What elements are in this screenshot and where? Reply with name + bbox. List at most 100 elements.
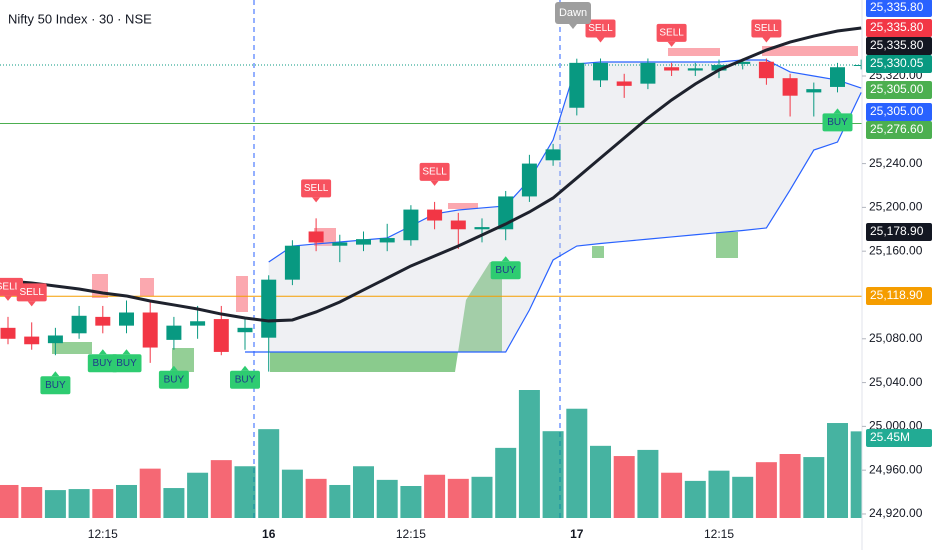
volume-bar — [400, 486, 422, 518]
price-tag-label: 25,118.90 — [870, 288, 923, 302]
candle-body — [356, 239, 371, 245]
candle-body — [142, 312, 158, 348]
sell-signal-pointer — [430, 180, 439, 186]
y-tick-label: 25,040.00 — [869, 375, 923, 389]
zone-fill — [172, 348, 194, 372]
x-tick-label: 12:15 — [396, 527, 426, 541]
candle-body — [284, 245, 300, 280]
buy-signal-pointer — [122, 349, 131, 355]
price-tag — [866, 287, 932, 305]
volume-bar — [684, 480, 706, 518]
sell-signal-label: SELL — [304, 183, 329, 194]
zone-fill — [140, 278, 154, 296]
buy-signal-label: BUY — [116, 358, 137, 369]
zone-fill — [270, 262, 502, 372]
buy-signal-label: BUY — [45, 380, 66, 391]
y-tick-label: 25,240.00 — [869, 156, 923, 170]
candle-body — [308, 231, 324, 243]
candle-body — [379, 238, 395, 243]
buy-signal-box — [111, 354, 142, 373]
y-tick-label: 25,200.00 — [869, 200, 923, 214]
candle-body — [166, 325, 182, 340]
sell-signal-label: SELL — [19, 287, 44, 298]
volume-bar — [495, 447, 517, 518]
sell-signal-pointer — [27, 301, 36, 307]
candle-body — [758, 61, 774, 79]
sell-signal-box — [656, 23, 687, 42]
buy-signal-pointer — [241, 365, 249, 371]
buy-signal-box — [158, 370, 189, 389]
price-tag-label: 25,335.80 — [870, 20, 924, 34]
ema-line — [7, 26, 862, 323]
price-tag-label: 25,178.90 — [870, 224, 924, 238]
buy-signal-box — [490, 261, 521, 280]
volume-bar — [424, 474, 446, 518]
price-tag — [866, 37, 932, 55]
buy-signal-pointer — [51, 371, 60, 377]
sell-signal-box — [751, 19, 782, 38]
sell-signal-pointer — [312, 197, 321, 203]
zone-fill — [668, 48, 720, 56]
volume-bar — [803, 457, 825, 518]
volume-bar — [68, 489, 90, 518]
sell-signal-label: SELL — [588, 23, 613, 34]
candle-body — [450, 220, 466, 230]
volume-bar — [661, 472, 683, 518]
x-tick-label: 17 — [570, 527, 584, 541]
volume-bar — [258, 429, 280, 518]
candle-body — [593, 62, 608, 81]
volume-bar — [542, 431, 564, 518]
zone-fill — [716, 232, 738, 258]
zone-fill — [762, 46, 858, 56]
buy-signal-box — [87, 354, 118, 373]
price-tag — [866, 223, 932, 241]
buy-signal-box — [822, 113, 853, 132]
price-tag-label: 25.45M — [870, 430, 910, 444]
x-tick-label: 12:15 — [704, 527, 734, 541]
price-tag — [866, 0, 932, 17]
price-tag-label: 25,305.00 — [870, 82, 924, 96]
volume-bar — [732, 476, 754, 518]
plot-layer: SELLSELLSELLSELLSELLSELLSELLBUYBUYBUYBUY… — [0, 19, 872, 518]
candle-body — [664, 67, 680, 71]
title-backdrop — [0, 6, 180, 32]
price-tag — [866, 55, 932, 73]
volume-bar — [187, 472, 209, 518]
volume-bar — [234, 466, 256, 518]
candle-body — [24, 336, 40, 345]
x-tick-label: 12:15 — [88, 527, 118, 541]
candle-body — [830, 67, 845, 87]
sell-signal-label: SELL — [422, 167, 447, 178]
buy-signal-pointer — [169, 365, 178, 371]
buy-signal-box — [40, 376, 71, 395]
x-tick-label: 16 — [262, 527, 276, 541]
zone-fill — [448, 203, 478, 209]
sell-signal-pointer — [596, 37, 605, 43]
zone-fill — [52, 342, 92, 354]
candle-body — [0, 327, 16, 339]
price-tag-label: 25,335.80 — [870, 0, 924, 14]
candle-body — [71, 315, 87, 334]
volume-bar — [329, 484, 351, 518]
volume-bar — [44, 490, 66, 518]
volume-bar — [613, 456, 635, 518]
volume-bar — [116, 484, 137, 518]
candle-body — [616, 81, 632, 86]
sell-signal-pointer — [762, 37, 771, 43]
volume-bar — [353, 466, 374, 518]
sell-signal-pointer — [4, 295, 12, 301]
candle-body — [806, 89, 822, 93]
volume-bar — [376, 479, 398, 518]
price-tag-label: 25,276.60 — [870, 122, 924, 136]
buy-signal-label: BUY — [93, 358, 114, 369]
buy-signal-pointer — [501, 256, 510, 262]
y-tick-label: 24,920.00 — [869, 506, 923, 520]
candle-body — [474, 227, 490, 230]
price-tag — [866, 19, 932, 37]
sell-signal-label: SELL — [0, 282, 21, 293]
volume-bar — [827, 423, 848, 518]
band-line — [245, 92, 862, 353]
price-tag — [866, 121, 932, 139]
